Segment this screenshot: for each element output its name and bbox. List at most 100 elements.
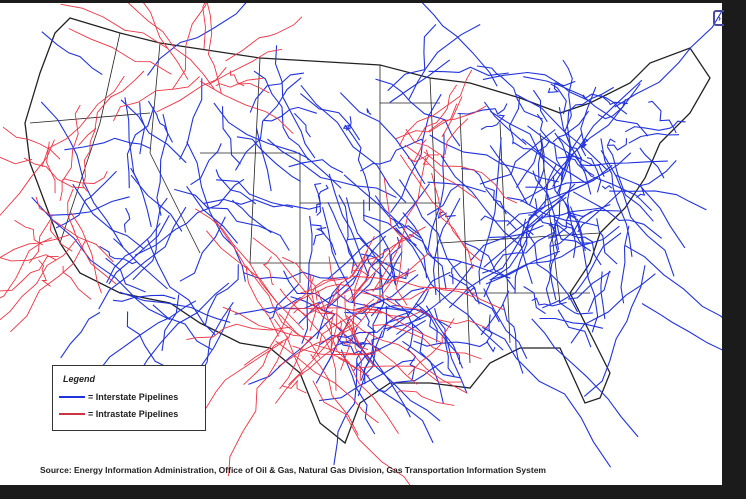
intrastate-pipeline [328, 308, 375, 330]
interstate-pipeline [641, 303, 722, 351]
intrastate-pipeline [0, 255, 59, 292]
interstate-pipeline [363, 305, 388, 385]
interstate-pipeline [558, 144, 571, 197]
interstate-pipeline [313, 182, 322, 216]
intrastate-pipeline [62, 170, 108, 184]
interstate-pipeline [387, 24, 481, 92]
interstate-pipeline [99, 245, 137, 265]
interstate-pipeline [520, 79, 643, 203]
interstate-pipeline [301, 215, 313, 344]
interstate-pipeline [119, 291, 231, 323]
interstate-pipeline [596, 218, 618, 265]
interstate-pipeline [556, 83, 641, 195]
interstate-pipeline [333, 342, 367, 466]
intrastate-pipeline [338, 357, 462, 383]
interstate-pipeline [216, 179, 294, 209]
intrastate-pipeline [422, 149, 429, 165]
intrastate-pipeline [444, 118, 469, 156]
legend-item-interstate: = Interstate Pipelines [59, 392, 178, 402]
interstate-pipeline [31, 196, 171, 321]
legend-item-intrastate: = Intrastate Pipelines [59, 409, 178, 419]
interstate-pipeline [243, 271, 348, 280]
interstate-pipeline [648, 100, 677, 134]
intrastate-pipeline [309, 274, 317, 332]
intrastate-pipeline [236, 82, 270, 94]
interstate-pipeline [582, 93, 628, 115]
interstate-pipeline [507, 196, 599, 227]
intrastate-pipeline [194, 208, 278, 303]
intrastate-pipeline [186, 323, 291, 341]
interstate-pipeline [515, 141, 550, 188]
interstate-pipeline [319, 316, 405, 345]
interstate-pipeline [506, 179, 595, 227]
interstate-pipeline [338, 194, 355, 274]
interstate-pipeline [542, 299, 593, 315]
interstate-pipeline [288, 159, 344, 174]
interstate-pipeline [60, 311, 101, 359]
interstate-pipeline [564, 202, 586, 252]
interstate-pipeline [235, 77, 302, 171]
intrastate-pipeline [339, 319, 349, 345]
interstate-pipeline [483, 183, 576, 268]
intrastate-pipeline [346, 256, 378, 303]
interstate-pipeline [156, 113, 169, 216]
chevron-right-icon[interactable]: › [713, 10, 724, 26]
map-panel: Legend = Interstate Pipelines = Intrasta… [0, 3, 724, 485]
intrastate-pipeline [0, 238, 78, 321]
interstate-pipeline [390, 93, 442, 214]
intrastate-pipeline [289, 307, 382, 314]
interstate-pipeline [40, 101, 124, 247]
interstate-pipeline [512, 141, 544, 158]
interstate-pipeline [523, 286, 546, 315]
interstate-pipeline [440, 155, 523, 248]
intrastate-pipeline [225, 16, 303, 62]
interstate-pipeline [479, 129, 556, 185]
intrastate-pipeline [245, 265, 299, 336]
interstate-pipeline [578, 157, 605, 177]
intrastate-pipeline [441, 96, 463, 138]
intrastate-pipeline [70, 212, 102, 294]
interstate-pipeline [427, 181, 487, 193]
interstate-pipeline [300, 93, 361, 141]
interstate-pipeline [174, 188, 290, 251]
intrastate-pipeline [351, 320, 363, 382]
interstate-pipeline [204, 264, 239, 326]
interstate-pipeline [600, 150, 675, 277]
interstate-pipeline [525, 152, 632, 191]
intrastate-pipeline [340, 235, 375, 371]
intrastate-pipeline [59, 104, 81, 201]
interstate-pipeline [463, 242, 516, 291]
interstate-pipeline [532, 89, 548, 123]
interstate-pipeline [377, 361, 444, 392]
interstate-swatch [59, 396, 85, 398]
intrastate-pipeline [345, 314, 468, 394]
intrastate-pipeline [309, 302, 334, 314]
intrastate-pipeline [203, 341, 284, 413]
intrastate-pipeline [208, 48, 283, 85]
interstate-pipeline [559, 232, 622, 303]
interstate-pipeline [393, 219, 421, 236]
interstate-pipeline [342, 116, 352, 131]
state-border [459, 112, 471, 364]
interstate-pipeline [339, 92, 426, 185]
interstate-pipeline [457, 103, 508, 115]
interstate-pipeline [213, 102, 342, 189]
interstate-pipeline [327, 201, 359, 269]
interstate-pipeline [253, 70, 309, 161]
interstate-pipeline [483, 288, 528, 359]
intrastate-pipeline [407, 318, 455, 376]
intrastate-pipeline [243, 276, 315, 366]
interstate-pipeline [370, 352, 411, 418]
interstate-pipeline [126, 106, 155, 189]
intrastate-pipeline [398, 69, 473, 147]
interstate-pipeline [264, 106, 317, 122]
interstate-pipeline [638, 160, 677, 187]
intrastate-swatch [59, 413, 85, 415]
interstate-pipeline [274, 45, 316, 159]
interstate-pipeline [639, 147, 665, 179]
interstate-pipeline [478, 137, 502, 285]
intrastate-pipeline [0, 156, 33, 165]
intrastate-pipeline [78, 70, 145, 146]
interstate-pipeline [606, 146, 654, 222]
interstate-pipeline [550, 210, 592, 247]
